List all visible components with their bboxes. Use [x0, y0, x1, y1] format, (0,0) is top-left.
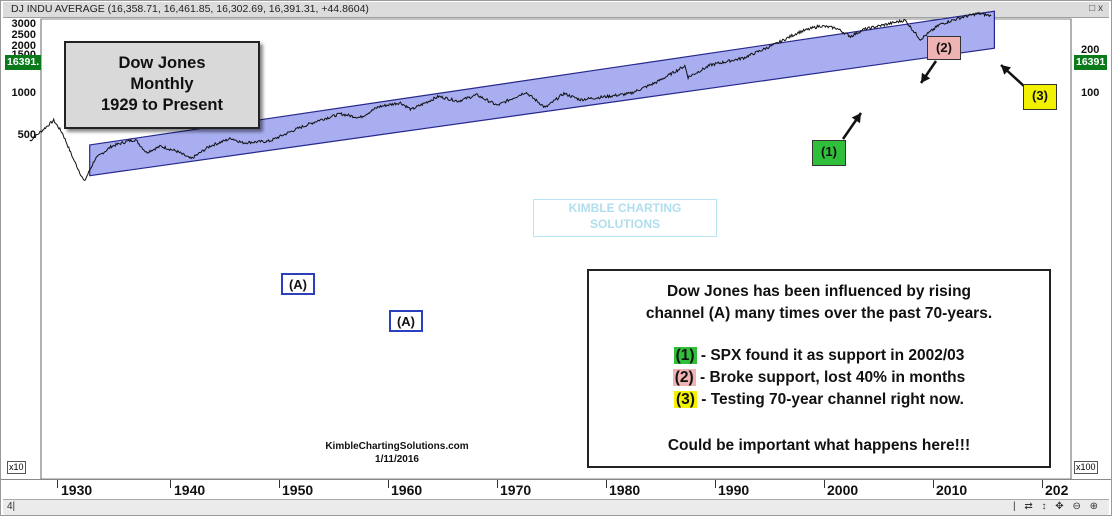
- ytick-right-200: 200: [1081, 44, 1100, 56]
- chart-header: DJ INDU AVERAGE (16,358.71, 16,461.85, 1…: [3, 2, 1109, 18]
- title-line-2: Monthly: [130, 75, 194, 93]
- watermark-line-1: KIMBLE CHARTING: [568, 201, 682, 215]
- ytick-2500: 2500: [11, 29, 36, 41]
- credit-date: 1/11/2016: [375, 454, 419, 465]
- xtick-1950: 1950: [282, 482, 314, 498]
- chart-tools[interactable]: | ⇄ ↕ ✥ ⊖ ⊕: [1012, 501, 1101, 512]
- info-item-2: (2) - Broke support, lost 40% in months: [589, 369, 1049, 387]
- item-3-text: - Testing 70-year channel right now.: [696, 391, 964, 408]
- ytick-500: 500: [17, 129, 36, 141]
- x-axis: [1, 479, 1111, 500]
- xtick-1970: 1970: [500, 482, 532, 498]
- title-line-3: 1929 to Present: [101, 96, 223, 114]
- xtick-mark: [606, 480, 607, 488]
- marker-2: (2): [927, 36, 961, 60]
- marker-1: (1): [812, 140, 846, 166]
- arrow-3-head: [1001, 65, 1012, 75]
- scale-factor-left: x10: [7, 461, 26, 474]
- xtick-1990: 1990: [718, 482, 750, 498]
- scroll-left-control[interactable]: 4|: [7, 501, 16, 512]
- xtick-mark: [933, 480, 934, 488]
- horizontal-scrollbar[interactable]: 4| | ⇄ ↕ ✥ ⊖ ⊕: [3, 499, 1109, 515]
- xtick-mark: [715, 480, 716, 488]
- xtick-mark: [279, 480, 280, 488]
- chart-credit: KimbleChartingSolutions.com 1/11/2016: [317, 440, 477, 466]
- symbol-title: DJ INDU AVERAGE (16,358.71, 16,461.85, 1…: [11, 3, 369, 15]
- window-controls[interactable]: □ x: [1089, 3, 1103, 14]
- info-item-3: (3) - Testing 70-year channel right now.: [589, 391, 1049, 409]
- item-3-tag: (3): [674, 391, 697, 408]
- info-footer: Could be important what happens here!!!: [667, 437, 971, 454]
- item-2-tag: (2): [672, 369, 696, 386]
- channel-label-a-upper: (A): [281, 273, 315, 295]
- xtick-mark: [388, 480, 389, 488]
- watermark-logo: KIMBLE CHARTING SOLUTIONS: [533, 199, 717, 237]
- ytick-3000: 3000: [11, 18, 36, 30]
- xtick-2020: 202: [1045, 482, 1069, 498]
- xtick-mark: [57, 480, 58, 488]
- info-headline-1: Dow Jones has been influenced by rising: [666, 283, 972, 300]
- channel-label-a-lower: (A): [389, 310, 423, 332]
- item-2-text: - Broke support, lost 40% in months: [695, 369, 966, 386]
- xtick-1980: 1980: [609, 482, 641, 498]
- title-line-1: Dow Jones: [118, 54, 206, 72]
- xtick-2000: 2000: [827, 482, 859, 498]
- xtick-1930: 1930: [61, 482, 93, 498]
- watermark-line-2: SOLUTIONS: [589, 217, 660, 231]
- xtick-2010: 2010: [936, 482, 968, 498]
- ytick-2000: 2000: [11, 40, 36, 52]
- dow-price-line: [29, 11, 992, 181]
- ytick-1000: 1000: [11, 87, 36, 99]
- info-headline-2: channel (A) many times over the past 70-…: [645, 305, 993, 322]
- arrow-1-head: [851, 113, 861, 124]
- marker-3: (3): [1023, 84, 1057, 110]
- xtick-mark: [170, 480, 171, 488]
- item-1-text: - SPX found it as support in 2002/03: [696, 347, 965, 364]
- last-price-badge-left: 16391.: [5, 55, 42, 70]
- commentary-box: Dow Jones has been influenced by rising …: [587, 269, 1051, 468]
- last-price-badge-right: 16391: [1074, 55, 1108, 70]
- arrow-2-head: [921, 72, 931, 83]
- ytick-right-100: 100: [1081, 87, 1100, 99]
- chart-title-box: Dow Jones Monthly 1929 to Present: [64, 41, 260, 129]
- item-1-tag: (1): [673, 347, 697, 364]
- xtick-mark: [497, 480, 498, 488]
- xtick-1960: 1960: [391, 482, 423, 498]
- info-item-1: (1) - SPX found it as support in 2002/03: [589, 347, 1049, 365]
- xtick-mark: [824, 480, 825, 488]
- scale-factor-right: x100: [1074, 461, 1098, 474]
- xtick-1940: 1940: [174, 482, 206, 498]
- rising-channel: [89, 10, 996, 177]
- credit-site: KimbleChartingSolutions.com: [325, 441, 469, 452]
- xtick-mark: [1042, 480, 1043, 488]
